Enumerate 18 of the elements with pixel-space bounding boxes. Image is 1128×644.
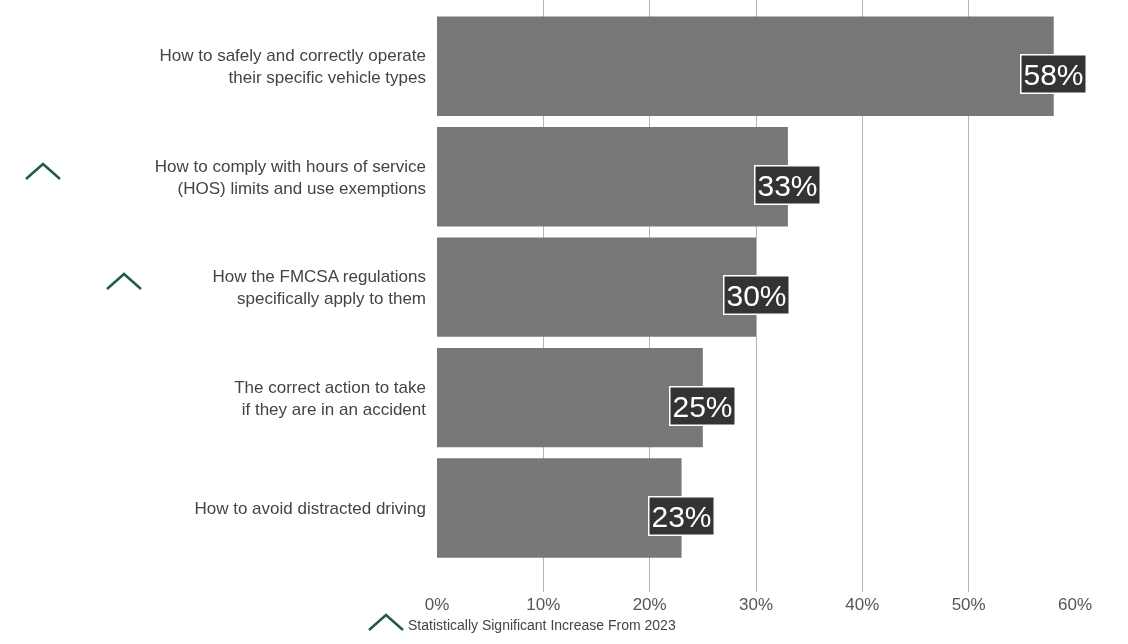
x-tick-label: 0% — [424, 595, 450, 614]
text: Statistically Significant Increase From 2023 — [408, 617, 676, 633]
x-tick-label: 40% — [845, 595, 880, 614]
y-tick-label: How to safely and correctly operate their specific vehicle types — [159, 46, 426, 88]
y-tick-label: How the FMCSA regulations specifically apply to them — [212, 267, 426, 309]
y-tick-label: How to comply with hours of service (HOS) limits and use exemptions — [154, 156, 426, 198]
y-tick-label: The correct action to take if they are in an accident — [234, 377, 427, 419]
x-tick-label: 20% — [632, 595, 667, 614]
y-tick-label: How to avoid distracted driving — [194, 499, 426, 519]
x-tick-label: 60% — [1057, 595, 1093, 614]
data-label: 30% — [726, 278, 787, 312]
data-label: 58% — [1023, 57, 1084, 91]
data-label: 33% — [757, 168, 818, 202]
x-tick-label: 50% — [951, 595, 986, 614]
data-label: 23% — [651, 499, 712, 533]
x-tick-label: 10% — [526, 595, 561, 614]
data-label: 25% — [672, 389, 733, 423]
x-tick-label: 30% — [738, 595, 774, 614]
